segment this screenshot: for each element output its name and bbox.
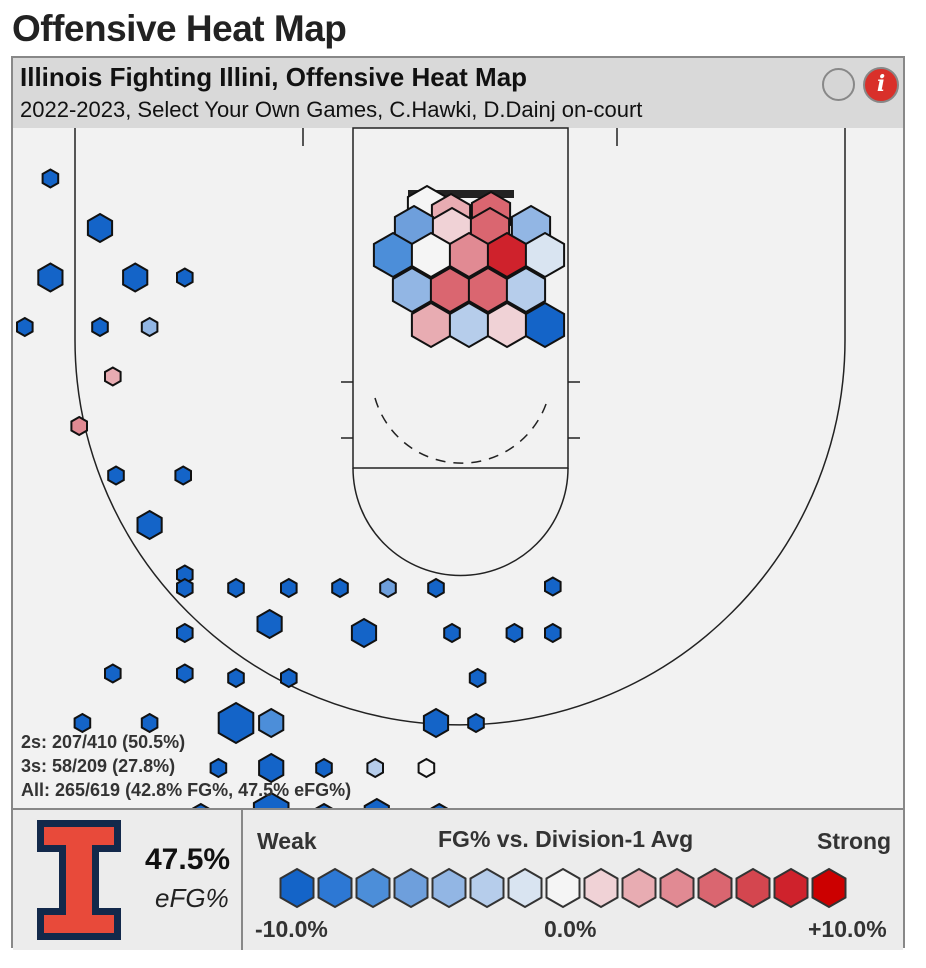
hex-bin	[448, 301, 490, 349]
efg-value: 47.5%	[145, 843, 231, 876]
hex-bin	[227, 577, 245, 599]
hex-bin	[16, 316, 34, 338]
shooting-stats: 2s: 207/410 (50.5%) 3s: 58/209 (27.8%) A…	[21, 730, 351, 802]
hex-bin	[107, 465, 125, 486]
hex-bin	[524, 231, 566, 279]
card-subtitle: 2022-2023, Select Your Own Games, C.Hawk…	[20, 97, 643, 122]
hex-bin	[315, 757, 333, 779]
legend-swatch	[735, 867, 771, 909]
summary-footer: 47.5% eFG% Weak FG% vs. Division-1 Avg S…	[13, 808, 903, 950]
legend-swatch	[659, 867, 695, 909]
hex-bin	[417, 757, 436, 779]
hex-bin	[258, 752, 285, 784]
hex-bin	[280, 577, 298, 599]
color-legend	[279, 867, 847, 909]
legend-min: -10.0%	[255, 916, 328, 942]
hex-bin	[176, 622, 194, 644]
hex-bin	[258, 707, 285, 739]
hex-bins	[16, 168, 566, 808]
hex-bin	[192, 802, 210, 808]
page-title: Offensive Heat Map	[12, 8, 347, 49]
stats-threes: 3s: 58/209 (27.8%)	[21, 756, 176, 776]
hex-bin	[140, 712, 159, 734]
card-title: Illinois Fighting Illini, Offensive Heat…	[20, 62, 528, 92]
illinois-logo	[37, 820, 121, 940]
hex-bin	[544, 622, 562, 644]
hex-bin	[86, 212, 114, 244]
hex-bin	[122, 262, 149, 293]
hex-bin	[422, 707, 450, 739]
hex-bin	[505, 266, 547, 314]
hex-bin	[73, 712, 92, 734]
hex-bin	[104, 663, 122, 684]
hex-bin	[427, 577, 445, 599]
hex-bin	[544, 576, 562, 597]
legend-mid: 0.0%	[544, 916, 597, 942]
hex-bin	[41, 168, 60, 189]
hex-bin	[379, 577, 397, 599]
legend-title: FG% vs. Division-1 Avg	[438, 826, 694, 852]
hex-bin	[252, 791, 290, 808]
card-header: Illinois Fighting Illini, Offensive Heat…	[13, 58, 903, 129]
legend-weak-label: Weak	[257, 828, 317, 854]
hex-bin	[217, 701, 255, 745]
legend-strong-label: Strong	[817, 828, 892, 854]
legend-swatch	[621, 867, 657, 909]
hex-bin	[331, 577, 349, 599]
legend-swatch	[279, 867, 315, 909]
hex-bin	[486, 301, 528, 349]
hex-bin	[174, 465, 192, 486]
hex-bin	[366, 757, 384, 779]
footer-divider	[241, 810, 243, 950]
hex-bin	[363, 797, 390, 808]
legend-swatch	[507, 867, 543, 909]
efg-label: eFG%	[155, 883, 229, 913]
hex-bin	[176, 267, 194, 288]
hex-bin	[70, 415, 88, 437]
legend-swatch	[431, 867, 467, 909]
stats-twos: 2s: 207/410 (50.5%)	[21, 732, 186, 752]
hex-bin	[280, 667, 298, 689]
hex-bin	[37, 262, 64, 293]
legend-swatch	[583, 867, 619, 909]
hex-bin	[430, 802, 448, 808]
hex-bin	[256, 608, 283, 640]
legend-swatch	[469, 867, 505, 909]
legend-swatch	[393, 867, 429, 909]
hex-bin	[227, 667, 245, 689]
hex-bin	[176, 663, 194, 684]
hex-bin	[505, 622, 524, 644]
legend-max: +10.0%	[808, 916, 887, 942]
hex-bin	[410, 301, 452, 349]
hex-bin	[209, 757, 228, 779]
hex-bin	[176, 577, 194, 599]
legend-swatch	[697, 867, 733, 909]
hex-bin	[350, 617, 378, 649]
court-heat-map	[13, 127, 903, 808]
legend-swatch	[355, 867, 391, 909]
hex-bin	[468, 667, 487, 689]
hex-bin	[104, 366, 122, 387]
hex-bin	[467, 712, 485, 734]
hex-bin	[140, 316, 159, 338]
stats-all: All: 265/619 (42.8% FG%, 47.5% eFG%)	[21, 780, 352, 800]
legend-swatch	[773, 867, 809, 909]
hex-bin	[315, 802, 333, 808]
legend-swatch	[545, 867, 581, 909]
hex-bin	[91, 316, 109, 338]
toggle-circle-button[interactable]	[822, 68, 855, 101]
info-icon[interactable]: i	[863, 67, 899, 103]
hex-bin	[136, 509, 163, 541]
legend-swatch	[811, 867, 847, 909]
heat-map-card: Illinois Fighting Illini, Offensive Heat…	[11, 56, 905, 950]
legend-swatch	[317, 867, 353, 909]
hex-bin	[524, 301, 566, 349]
hex-bin	[443, 622, 461, 644]
